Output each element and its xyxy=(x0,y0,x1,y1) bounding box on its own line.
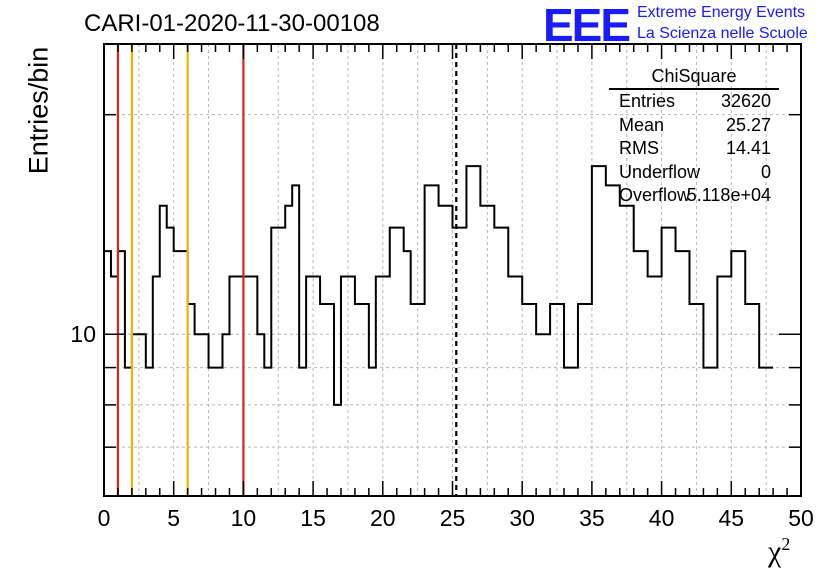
stats-title: ChiSquare xyxy=(609,66,779,90)
stats-row: RMS 14.41 xyxy=(609,138,779,162)
stats-key: Overflow xyxy=(619,185,691,205)
stats-box: ChiSquare Entries 32620 Mean 25.27 RMS 1… xyxy=(609,66,779,209)
x-tick-label: 25 xyxy=(440,505,466,531)
stats-value: 14.41 xyxy=(725,138,771,158)
x-tick-label: 30 xyxy=(509,505,535,531)
x-tick-label: 15 xyxy=(300,505,326,531)
chart-title: CARI-01-2020-11-30-00108 xyxy=(84,10,380,37)
stats-value: 5.118e+04 xyxy=(686,185,771,205)
stats-key: Underflow xyxy=(619,161,701,182)
stats-key: Mean xyxy=(619,114,665,135)
x-tick-label: 45 xyxy=(719,505,745,531)
stats-key: Entries xyxy=(619,91,676,111)
stats-value: 0 xyxy=(760,161,771,182)
stats-row: Entries 32620 xyxy=(609,91,779,115)
x-tick-label: 40 xyxy=(649,505,675,531)
y-axis-label: Entries/bin xyxy=(23,46,54,175)
stats-row: Mean 25.27 xyxy=(609,115,779,139)
eee-logo-mark: EEE xyxy=(543,0,631,51)
logo-line-1: Extreme Energy Events xyxy=(637,4,806,21)
y-tick-label: 10 xyxy=(70,321,96,347)
x-tick-label: 0 xyxy=(98,505,111,531)
x-tick-label: 5 xyxy=(167,505,180,531)
x-axis-label: χ2 xyxy=(768,534,791,568)
stats-value: 32620 xyxy=(720,91,771,111)
stats-key: RMS xyxy=(619,138,659,158)
x-tick-label: 50 xyxy=(788,505,814,531)
stats-value: 25.27 xyxy=(725,114,771,135)
stats-row: Underflow 0 xyxy=(609,162,779,186)
x-tick-label: 10 xyxy=(231,505,257,531)
x-tick-label: 20 xyxy=(370,505,396,531)
stats-row: Overflow 5.118e+04 xyxy=(609,185,779,209)
x-tick-label: 35 xyxy=(579,505,605,531)
logo-line-2: La Scienza nelle Scuole xyxy=(637,25,808,42)
histogram-line xyxy=(104,165,774,406)
